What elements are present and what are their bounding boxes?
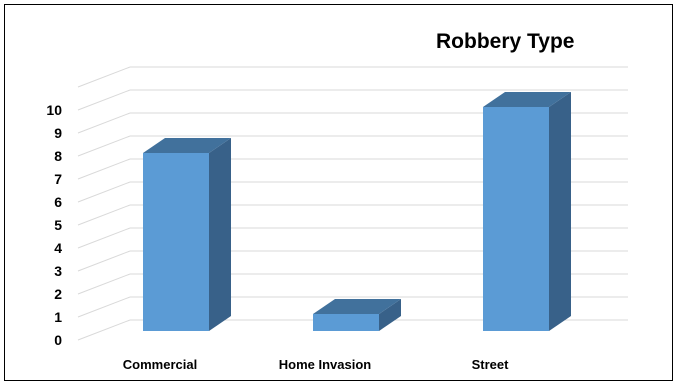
y-tick-label-5: 5 [54,217,62,233]
grid-diagonal-2 [77,273,131,295]
y-tick-label-10: 10 [46,102,62,118]
y-tick-label-2: 2 [54,286,62,302]
y-axis-ticks: 0 1 2 3 4 5 6 7 8 9 10 [46,102,62,348]
y-tick-label-1: 1 [54,309,62,325]
grid-diagonal-4 [77,227,131,249]
x-category-label-2: Street [472,357,510,372]
y-tick-label-6: 6 [54,194,62,210]
bar-front-0 [143,153,209,331]
bar-side-1 [379,299,401,331]
y-tick-label-3: 3 [54,263,62,279]
grid-diagonal-1 [77,296,131,318]
grid-diagonal-7 [77,158,131,180]
y-tick-label-7: 7 [54,171,62,187]
y-tick-label-4: 4 [54,240,62,256]
y-tick-label-0: 0 [54,332,62,348]
grid-diagonal-5 [77,204,131,226]
grid-diagonal-6 [77,181,131,203]
bar-home-invasion [313,299,401,331]
bar-side-0 [209,138,231,331]
bar-top-2 [483,92,571,107]
x-category-label-1: Home Invasion [279,357,372,372]
bar-front-1 [313,314,379,331]
y-tick-label-8: 8 [54,148,62,164]
bar-top-0 [143,138,231,153]
grid-diagonal-3 [77,250,131,272]
x-axis-categories: Commercial Home Invasion Street [123,357,509,372]
chart-title: Robbery Type [436,30,574,53]
bars [143,92,571,331]
bar-front-2 [483,107,549,331]
bar-commercial [143,138,231,331]
y-tick-label-9: 9 [54,125,62,141]
grid-diagonal-9 [77,112,131,134]
bar-side-2 [549,92,571,331]
bar-street [483,92,571,331]
grid-diagonal-8 [77,135,131,157]
bar-top-1 [313,299,401,314]
grid-diagonal-top [77,66,131,88]
grid-diagonal-0 [77,319,131,341]
x-category-label-0: Commercial [123,357,197,372]
grid-diagonal-10 [77,89,131,111]
